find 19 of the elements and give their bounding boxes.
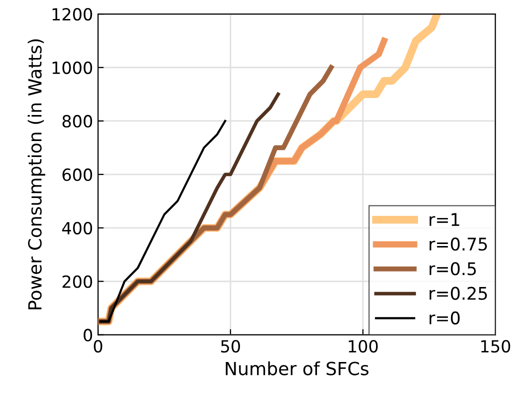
y-tick-label: 800 — [62, 114, 92, 128]
x-axis-title: Number of SFCs — [226, 361, 368, 376]
y-tick-label: 600 — [62, 168, 92, 182]
y-tick-label: 0 — [84, 328, 92, 342]
x-tick-label: 50 — [221, 340, 240, 353]
y-tick-label: 200 — [62, 275, 92, 288]
y-tick-label: 1000 — [52, 61, 92, 74]
y-tick-label: 1200 — [52, 8, 92, 21]
x-tick-label: 100 — [348, 340, 378, 353]
legend-label: r=0.5 — [430, 262, 476, 276]
y-axis-title: Power Consumption (in Watts) — [28, 39, 46, 310]
legend-label: r=1 — [430, 213, 460, 226]
legend-label: r=0.25 — [430, 286, 487, 300]
line-series — [98, 92, 280, 324]
y-tick-label: 400 — [62, 222, 92, 234]
x-tick-label: 0 — [94, 340, 102, 353]
legend-label: r=0 — [430, 311, 460, 325]
legend-label: r=0.75 — [430, 238, 487, 251]
x-tick-label: 150 — [481, 340, 510, 353]
